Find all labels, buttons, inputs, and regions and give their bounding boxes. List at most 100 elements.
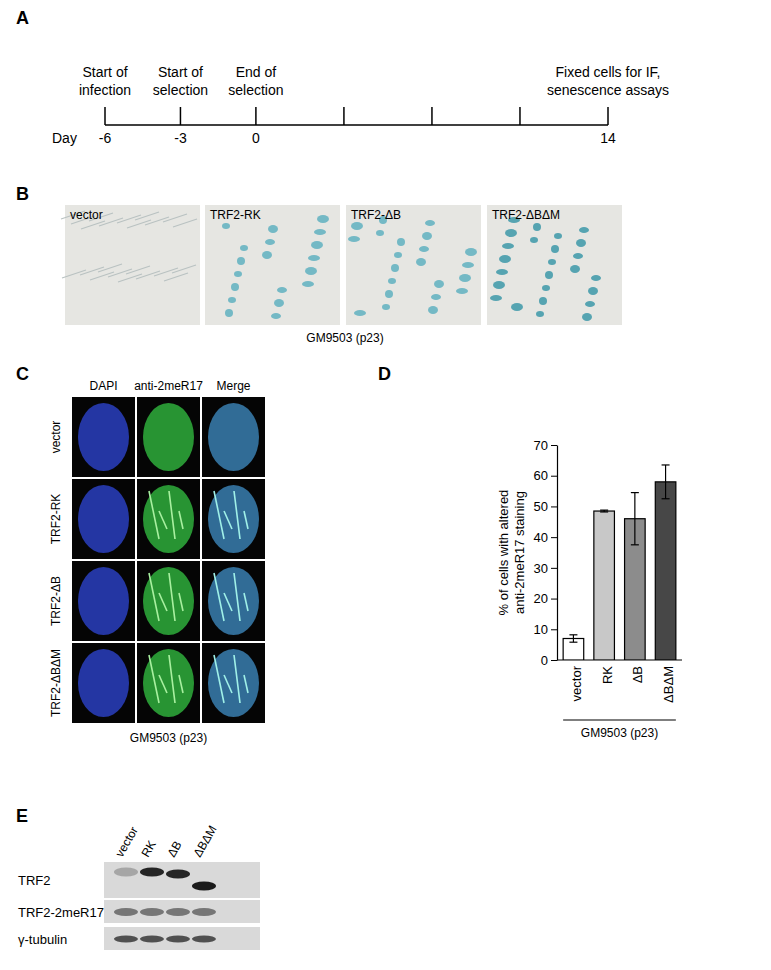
tick: RK <box>600 660 615 684</box>
image-label: vector <box>70 208 103 222</box>
cell <box>591 275 601 281</box>
cell <box>416 258 426 266</box>
tick: ΔB <box>630 660 645 683</box>
caption: GM9503 (p23) <box>130 731 207 745</box>
cell <box>81 221 105 229</box>
error-cap <box>569 642 577 643</box>
streak <box>149 655 159 703</box>
nucleus <box>143 567 194 635</box>
cell <box>376 230 384 236</box>
cell <box>262 251 272 259</box>
row-label: TRF2-ΔBΔM <box>49 649 63 717</box>
band <box>114 868 138 877</box>
event-label: senescence assays <box>547 82 669 98</box>
tick-label: RK <box>600 666 615 684</box>
image-background <box>72 643 135 723</box>
error-cap <box>662 498 670 499</box>
tick-mark <box>551 445 557 446</box>
band <box>192 882 216 891</box>
tick: vector <box>569 660 584 701</box>
image-background <box>72 479 135 559</box>
tick-label: 20 <box>534 591 548 606</box>
cell <box>305 267 317 275</box>
micrograph <box>137 561 200 641</box>
cell <box>302 281 314 287</box>
tick-label: 10 <box>534 622 548 637</box>
cell <box>311 241 323 249</box>
nucleus <box>143 649 194 717</box>
cell <box>265 239 275 245</box>
streak <box>214 655 224 703</box>
event-label: selection <box>228 82 283 98</box>
cell <box>118 274 142 282</box>
cell <box>536 311 544 317</box>
cell <box>434 280 444 288</box>
nucleus <box>208 567 259 635</box>
timeline: -6-3014DayStart ofinfectionStart ofselec… <box>52 64 669 146</box>
tick-label: ΔBΔM <box>661 666 676 703</box>
tick-label: 0 <box>541 653 548 668</box>
band <box>114 908 138 916</box>
cell <box>579 227 589 233</box>
cell <box>314 229 326 235</box>
image-background <box>137 397 200 477</box>
cell <box>585 301 595 307</box>
cell <box>493 281 505 289</box>
tick: 20 <box>534 591 557 606</box>
image-background <box>137 479 200 559</box>
cell <box>354 310 366 316</box>
cell <box>90 272 114 280</box>
cell <box>505 229 517 237</box>
cell <box>419 246 429 252</box>
streak <box>234 573 240 621</box>
tick-label: 40 <box>534 530 548 545</box>
bar <box>594 511 615 660</box>
cell <box>502 243 514 249</box>
row-label: vector <box>49 421 63 454</box>
cell <box>173 219 197 227</box>
cell <box>533 223 541 231</box>
nucleus <box>78 567 129 635</box>
micrograph <box>72 561 135 641</box>
cell <box>222 223 230 229</box>
caption: GM9503 (p23) <box>581 726 658 740</box>
cell <box>425 220 435 226</box>
lane-label: ΔB <box>164 839 184 860</box>
error-cap <box>600 511 608 512</box>
row-label: TRF2-2meR17 <box>18 905 104 920</box>
panel-label: A <box>16 8 29 28</box>
timeline-tick <box>104 107 106 125</box>
cell <box>127 220 151 228</box>
nucleus <box>208 403 259 471</box>
band <box>166 870 190 879</box>
row-label: TRF2-ΔB <box>49 576 63 626</box>
row-label: γ-tubulin <box>18 932 67 947</box>
tick-mark <box>551 660 557 661</box>
tick-label: 14 <box>600 130 616 146</box>
image-background <box>137 561 200 641</box>
tick-mark <box>551 568 557 569</box>
streak <box>159 675 167 693</box>
cell <box>496 269 508 275</box>
cell <box>317 215 329 223</box>
band <box>166 936 190 943</box>
streak <box>169 573 175 621</box>
band <box>140 908 164 916</box>
cell <box>548 259 556 265</box>
image-background <box>202 561 265 641</box>
cell <box>240 245 248 251</box>
band <box>140 868 164 877</box>
micrograph <box>72 643 135 723</box>
tick-mark <box>551 599 557 600</box>
blot-strip <box>104 862 260 898</box>
cell <box>459 274 471 282</box>
nucleus <box>208 485 259 553</box>
bar <box>655 482 676 660</box>
micrograph <box>72 479 135 559</box>
cell <box>388 278 396 284</box>
streak <box>224 675 232 693</box>
tick-label: 50 <box>534 499 548 514</box>
streak <box>214 491 224 539</box>
timeline-tick <box>519 107 521 125</box>
column-label: anti-2meR17 <box>134 379 203 393</box>
